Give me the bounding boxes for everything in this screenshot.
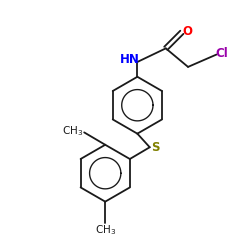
Text: O: O [182, 24, 192, 38]
Text: CH$_3$: CH$_3$ [94, 224, 116, 237]
Text: Cl: Cl [216, 47, 228, 60]
Text: HN: HN [120, 54, 140, 66]
Text: CH$_3$: CH$_3$ [62, 124, 83, 138]
Text: S: S [151, 141, 160, 154]
